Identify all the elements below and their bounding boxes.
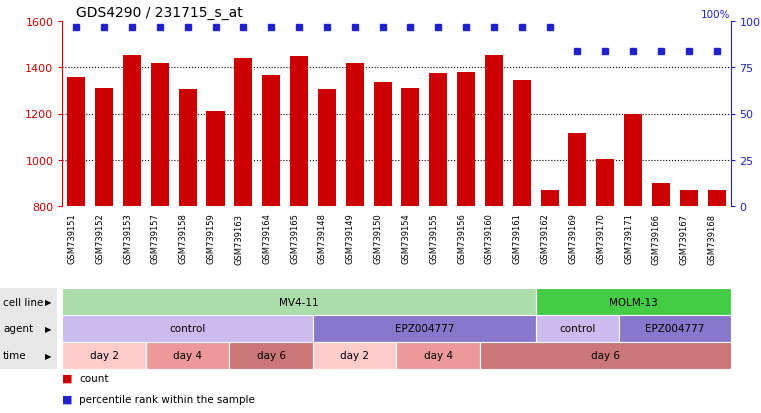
- Bar: [374, 83, 392, 206]
- Text: ▶: ▶: [45, 297, 51, 306]
- Bar: [540, 190, 559, 206]
- Bar: [596, 159, 614, 206]
- Text: ■: ■: [62, 394, 73, 404]
- Bar: [568, 134, 587, 206]
- Text: day 2: day 2: [340, 351, 369, 361]
- Text: agent: agent: [3, 324, 33, 334]
- Text: ■: ■: [62, 373, 73, 383]
- Bar: [179, 90, 197, 206]
- Text: cell line: cell line: [3, 297, 43, 307]
- Bar: [401, 89, 419, 206]
- Text: GSM739163: GSM739163: [234, 213, 244, 264]
- Text: GSM739165: GSM739165: [290, 213, 299, 264]
- Text: 100%: 100%: [701, 10, 731, 20]
- Bar: [513, 81, 531, 206]
- Text: GSM739169: GSM739169: [568, 213, 578, 264]
- Bar: [624, 114, 642, 206]
- Text: GSM739168: GSM739168: [708, 213, 717, 264]
- Text: percentile rank within the sample: percentile rank within the sample: [79, 394, 255, 404]
- Bar: [123, 55, 141, 206]
- Text: MV4-11: MV4-11: [279, 297, 319, 307]
- Text: GSM739150: GSM739150: [374, 213, 383, 263]
- Text: GSM739153: GSM739153: [123, 213, 132, 264]
- Bar: [485, 55, 503, 206]
- Text: ▶: ▶: [45, 324, 51, 333]
- Text: GSM739159: GSM739159: [206, 213, 215, 263]
- Bar: [290, 57, 308, 206]
- Bar: [429, 74, 447, 206]
- Text: day 2: day 2: [90, 351, 119, 361]
- Text: time: time: [3, 351, 27, 361]
- Text: GSM739167: GSM739167: [680, 213, 689, 264]
- Text: GSM739154: GSM739154: [401, 213, 410, 263]
- Bar: [67, 77, 85, 206]
- Text: GSM739170: GSM739170: [597, 213, 605, 264]
- Text: MOLM-13: MOLM-13: [609, 297, 658, 307]
- Text: GSM739166: GSM739166: [652, 213, 661, 264]
- Text: GSM739157: GSM739157: [151, 213, 160, 264]
- Text: GDS4290 / 231715_s_at: GDS4290 / 231715_s_at: [76, 5, 243, 19]
- Text: ▶: ▶: [45, 351, 51, 360]
- Bar: [206, 112, 224, 206]
- Bar: [95, 89, 113, 206]
- Bar: [680, 190, 698, 206]
- Text: GSM739152: GSM739152: [95, 213, 104, 263]
- Text: GSM739161: GSM739161: [513, 213, 522, 264]
- Text: EPZ004777: EPZ004777: [395, 324, 454, 334]
- Text: day 6: day 6: [591, 351, 619, 361]
- Text: GSM739155: GSM739155: [429, 213, 438, 263]
- Bar: [151, 64, 169, 206]
- Text: GSM739162: GSM739162: [540, 213, 549, 264]
- Text: GSM739158: GSM739158: [179, 213, 188, 264]
- Text: day 4: day 4: [424, 351, 453, 361]
- Text: GSM739151: GSM739151: [67, 213, 76, 263]
- Text: control: control: [170, 324, 206, 334]
- Text: EPZ004777: EPZ004777: [645, 324, 705, 334]
- Text: control: control: [559, 324, 596, 334]
- Text: GSM739149: GSM739149: [345, 213, 355, 263]
- Text: GSM739160: GSM739160: [485, 213, 494, 264]
- Text: day 6: day 6: [256, 351, 285, 361]
- Bar: [234, 59, 253, 206]
- Bar: [345, 64, 364, 206]
- Text: GSM739156: GSM739156: [457, 213, 466, 264]
- Text: GSM739171: GSM739171: [624, 213, 633, 264]
- Text: GSM739148: GSM739148: [318, 213, 327, 264]
- Bar: [318, 90, 336, 206]
- Bar: [652, 183, 670, 206]
- Bar: [262, 76, 280, 206]
- Bar: [457, 73, 475, 206]
- Text: count: count: [79, 373, 109, 383]
- Text: GSM739164: GSM739164: [263, 213, 271, 264]
- Bar: [708, 190, 726, 206]
- Text: day 4: day 4: [174, 351, 202, 361]
